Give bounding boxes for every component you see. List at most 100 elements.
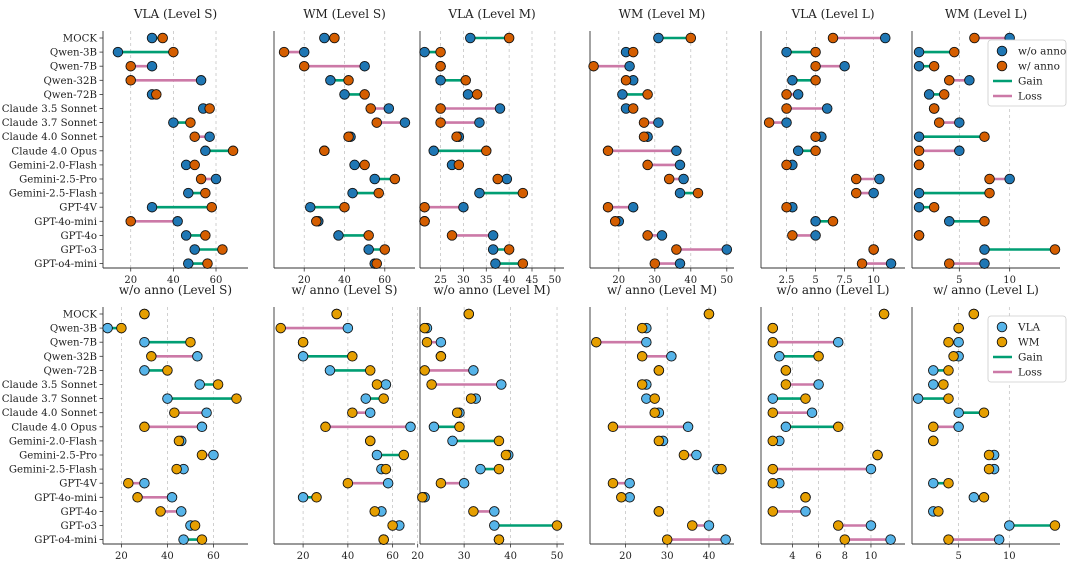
dot-a bbox=[721, 244, 733, 255]
dot-a bbox=[913, 60, 925, 72]
y-tick-label: GPT-o4-mini bbox=[34, 535, 97, 546]
dot-b bbox=[649, 258, 661, 269]
dot-b bbox=[983, 449, 995, 461]
dot-b bbox=[928, 201, 940, 213]
dot-a bbox=[487, 244, 499, 255]
dot-a bbox=[180, 230, 192, 241]
dot-b bbox=[468, 506, 479, 517]
dot-b bbox=[125, 75, 136, 86]
dot-b bbox=[767, 336, 779, 348]
x-tick-label: 5 bbox=[955, 551, 961, 562]
dot-b bbox=[943, 393, 954, 404]
dot-b bbox=[800, 492, 811, 503]
dot-b bbox=[588, 60, 599, 72]
dot-a bbox=[489, 506, 500, 517]
legend-marker bbox=[996, 60, 1008, 72]
dot-a bbox=[342, 322, 354, 334]
dot-a bbox=[166, 492, 178, 503]
dot-b bbox=[155, 506, 166, 517]
x-tick-label: 25 bbox=[434, 275, 447, 286]
y-tick-label: GPT-4V bbox=[59, 203, 97, 214]
dot-b bbox=[275, 322, 286, 334]
dot-b bbox=[872, 449, 883, 461]
panel-title: w/o anno (Level M) bbox=[433, 283, 550, 297]
x-tick-label: 30 bbox=[458, 551, 471, 562]
dot-b bbox=[933, 117, 945, 128]
dot-b bbox=[653, 435, 665, 447]
dot-b bbox=[227, 145, 239, 157]
dot-a bbox=[781, 46, 792, 58]
dot-b bbox=[943, 365, 954, 376]
x-tick-label: 20 bbox=[612, 275, 625, 286]
legend-marker bbox=[996, 321, 1008, 333]
dot-b bbox=[913, 159, 925, 171]
x-tick-label: 10 bbox=[865, 551, 878, 562]
dot-b bbox=[139, 421, 150, 433]
dot-b bbox=[832, 421, 844, 433]
dot-b bbox=[943, 336, 954, 348]
dot-a bbox=[204, 131, 215, 142]
legend-label: Loss bbox=[1018, 367, 1042, 379]
dot-a bbox=[964, 75, 975, 86]
dot-b bbox=[649, 407, 660, 418]
dot-b bbox=[426, 379, 437, 390]
dot-b bbox=[493, 534, 505, 545]
dot-a bbox=[1004, 173, 1015, 185]
panel-1-2: WM (Level S) 20 40 60 bbox=[273, 7, 415, 286]
dot-b bbox=[453, 159, 465, 171]
dot-a bbox=[325, 75, 336, 86]
dot-a bbox=[465, 32, 476, 44]
dot-b bbox=[642, 230, 653, 241]
panel-1-5: VLA (Level L) 2.5 5 7.5 10 bbox=[760, 7, 905, 286]
x-tick-label: 40 bbox=[167, 275, 180, 286]
dot-b bbox=[767, 463, 779, 475]
dot-a bbox=[821, 103, 833, 114]
y-tick-label: GPT-o3 bbox=[60, 245, 97, 256]
dot-a bbox=[868, 187, 879, 199]
dot-a bbox=[102, 322, 113, 334]
y-tick-label: Claude 4.0 Sonnet bbox=[2, 408, 98, 419]
dot-a bbox=[195, 75, 207, 86]
dot-a bbox=[954, 145, 965, 157]
dot-b bbox=[627, 103, 639, 114]
dot-a bbox=[494, 103, 506, 114]
dot-b bbox=[493, 463, 505, 475]
dot-a bbox=[979, 258, 990, 269]
dot-a bbox=[928, 477, 939, 489]
dot-a bbox=[787, 75, 798, 86]
dot-a bbox=[347, 187, 358, 199]
y-tick-label: GPT-4o-mini bbox=[34, 217, 97, 228]
y-tick-label: Gemini-2.5-Pro bbox=[19, 175, 97, 186]
dot-a bbox=[474, 187, 485, 199]
dot-b bbox=[359, 159, 370, 171]
y-tick-label: GPT-4o bbox=[60, 507, 97, 518]
dot-a bbox=[993, 534, 1005, 545]
dot-a bbox=[319, 32, 330, 44]
y-tick-label: Claude 3.5 Sonnet bbox=[2, 104, 98, 115]
dot-b bbox=[435, 351, 447, 362]
dot-b bbox=[687, 520, 698, 531]
dot-b bbox=[171, 463, 182, 475]
y-tick-label: MOCK bbox=[63, 34, 98, 45]
dot-b bbox=[125, 60, 136, 72]
dot-b bbox=[329, 32, 340, 44]
dot-b bbox=[204, 103, 215, 114]
dot-a bbox=[474, 117, 485, 128]
panel-2-4: w/ anno (Level M) 20 30 40 bbox=[589, 283, 734, 562]
panel-title: WM (Level M) bbox=[619, 7, 706, 21]
dot-b bbox=[827, 32, 839, 44]
dot-a bbox=[371, 449, 383, 461]
y-tick-label: Claude 3.7 Sonnet bbox=[2, 394, 98, 405]
dot-b bbox=[463, 308, 475, 320]
dot-a bbox=[885, 534, 896, 545]
dot-a bbox=[468, 365, 479, 376]
dot-b bbox=[671, 244, 682, 255]
x-tick-label: 40 bbox=[341, 551, 354, 562]
dot-b bbox=[419, 322, 430, 334]
dot-b bbox=[602, 145, 614, 157]
x-tick-label: 40 bbox=[161, 551, 174, 562]
panel-title: WM (Level S) bbox=[303, 7, 386, 21]
x-tick-label: 40 bbox=[338, 275, 351, 286]
dot-b bbox=[609, 216, 621, 227]
dot-b bbox=[189, 159, 200, 171]
